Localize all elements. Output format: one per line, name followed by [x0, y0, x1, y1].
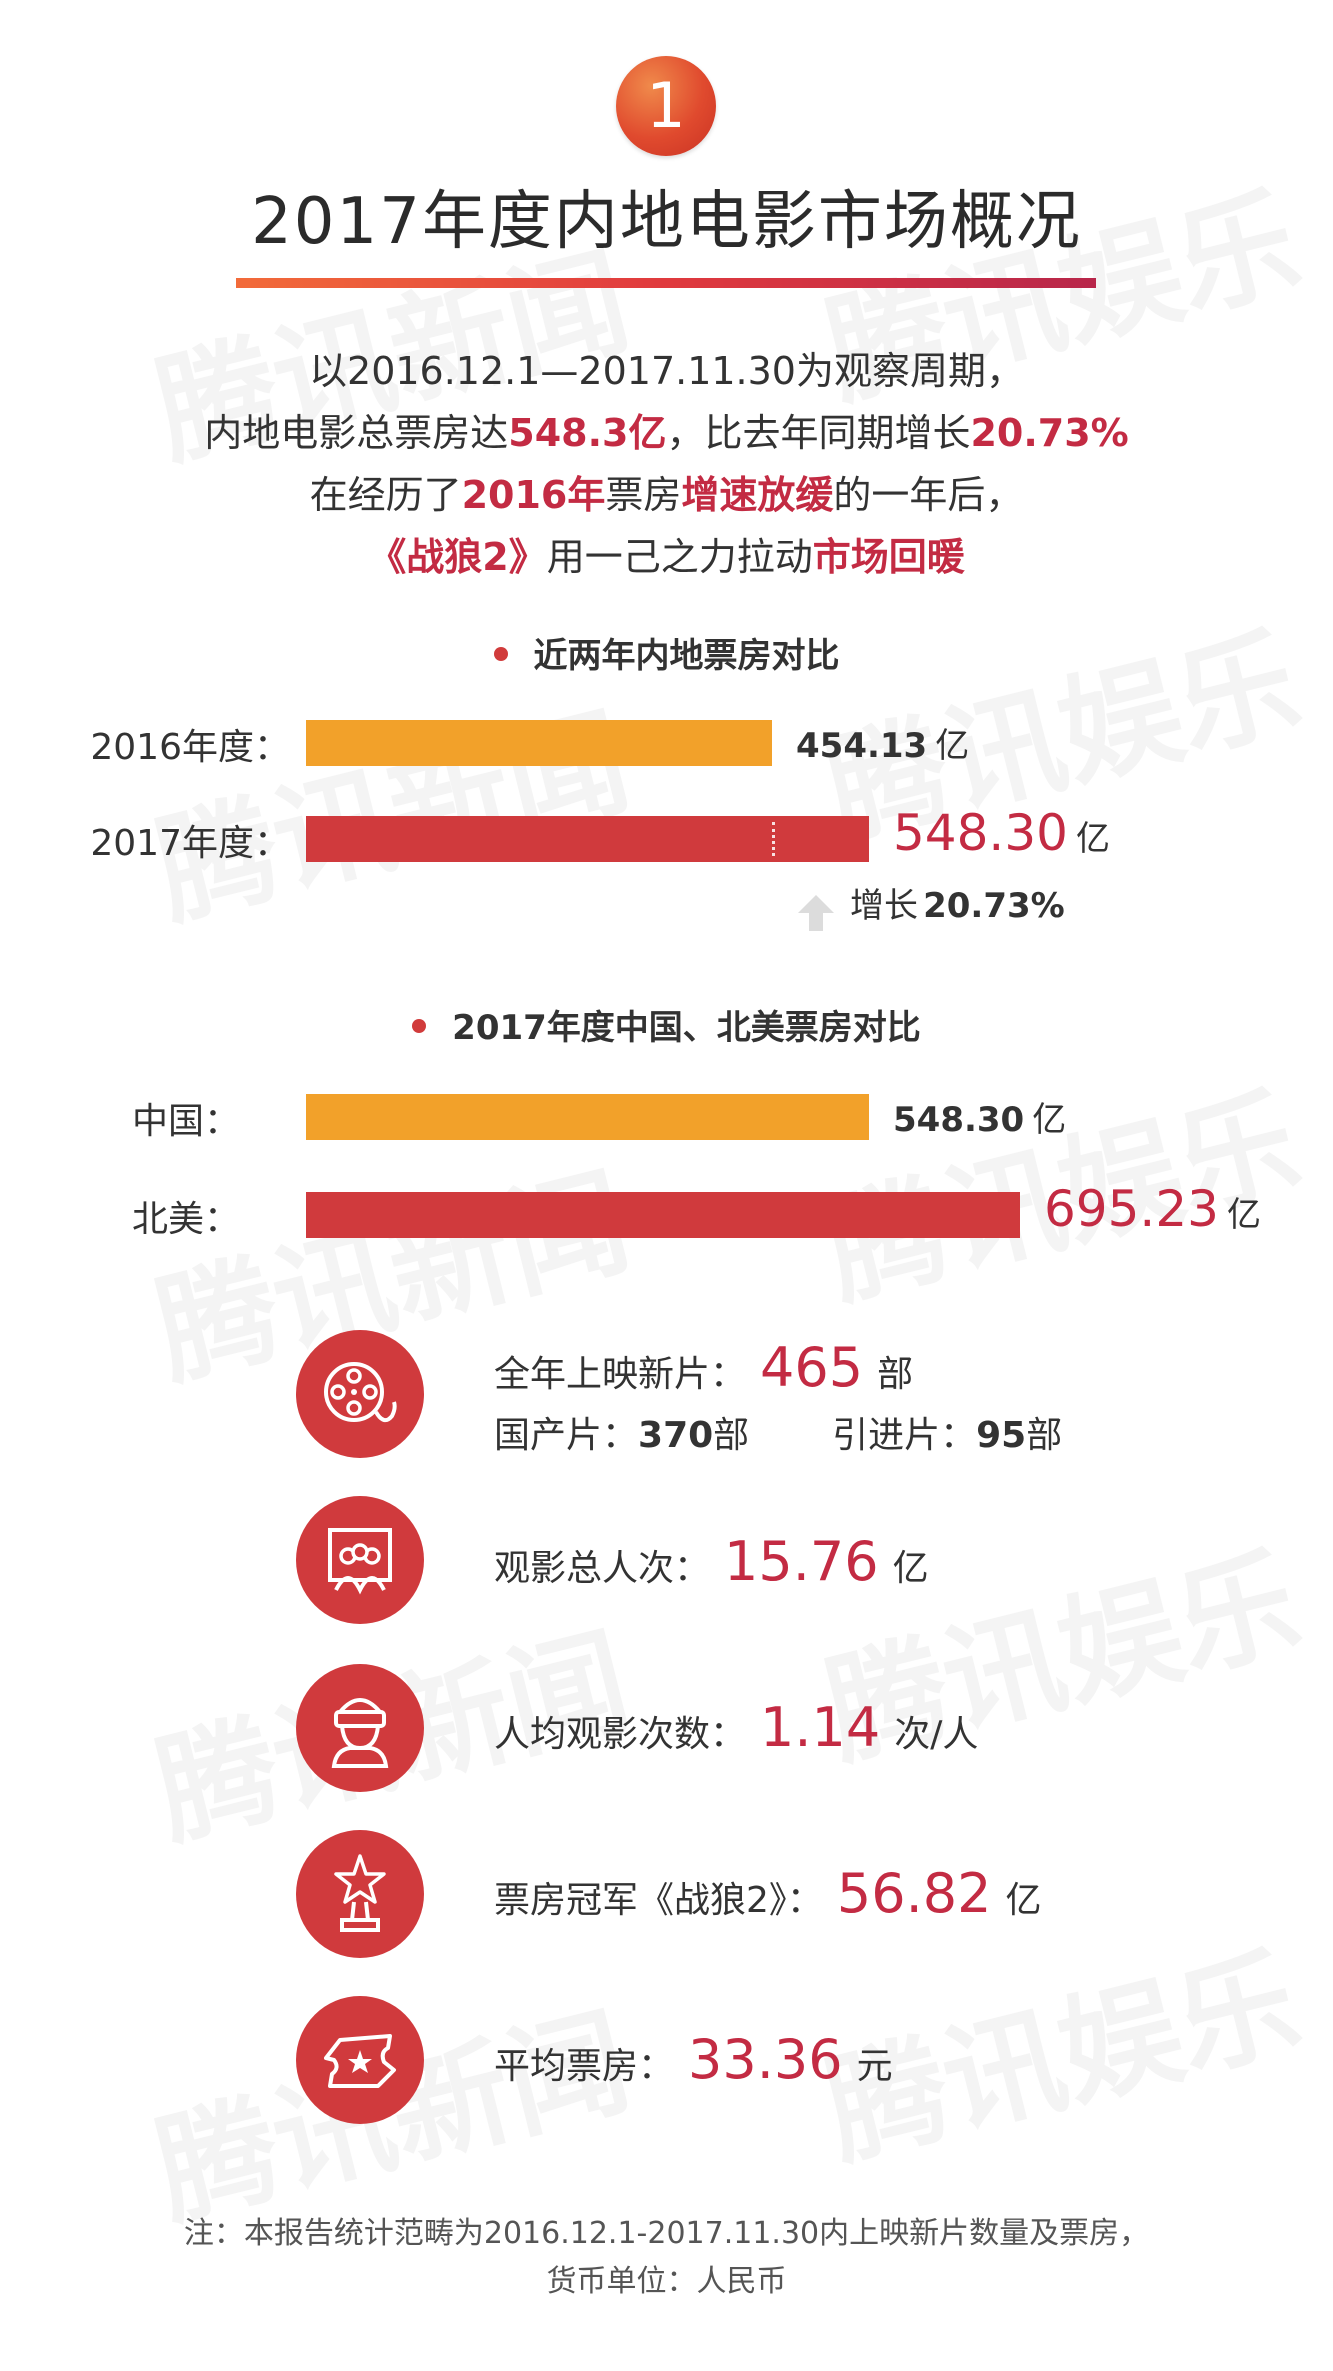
bar-label: 北美： [131, 1199, 240, 1240]
stat-box-office-champion: 票房冠军《战狼2》： 56.82 亿 [494, 1862, 1042, 1925]
stat-film-breakdown: 国产片：370部 引进片：95部 [494, 1415, 1063, 1456]
bar-2016 [306, 720, 772, 766]
viewer-3d-glasses-icon [296, 1664, 424, 1792]
trophy-star-icon [296, 1830, 424, 1958]
stat-average-ticket: 平均票房： 33.36 元 [494, 2028, 893, 2091]
growth-highlight: 20.73% [970, 411, 1129, 455]
stat-admissions: 观影总人次： 15.76 亿 [494, 1530, 929, 1593]
growth-annotation: 增长 20.73% [796, 878, 1065, 933]
bar-2017 [306, 816, 869, 862]
value-label-2017: 548.30 亿 [893, 804, 1110, 862]
bullet-dot-icon [412, 1018, 427, 1033]
title-underline [236, 278, 1096, 288]
audience-icon [296, 1496, 424, 1624]
stat-new-films: 全年上映新片： 465 部 [494, 1336, 914, 1399]
ticket-icon [296, 1996, 424, 2124]
bar-label: 2016年度： [90, 727, 290, 768]
intro-line-2: 内地电影总票房达548.3亿，比去年同期增长20.73% [204, 411, 1129, 455]
footnote: 注：本报告统计范畴为2016.12.1-2017.11.30内上映新片数量及票房… [183, 2216, 1150, 2299]
film-reel-icon [296, 1330, 424, 1458]
intro-line-4: 《战狼2》用一己之力拉动市场回暖 [368, 535, 965, 579]
bullet-dot-icon [493, 646, 508, 661]
chart-1-title: 近两年内地票房对比 [0, 628, 1333, 677]
chart-2-title: 2017年度中国、北美票房对比 [0, 1000, 1333, 1049]
bar-china [306, 1094, 869, 1140]
total-box-office-highlight: 548.3亿 [508, 411, 667, 455]
bar-label: 2017年度： [90, 823, 290, 864]
intro-line-3: 在经历了2016年票房增速放缓的一年后， [309, 473, 1024, 517]
bar-label: 中国： [131, 1101, 240, 1142]
value-label-china: 548.30 亿 [893, 1100, 1067, 1140]
page-title: 2017年度内地电影市场概况 [251, 185, 1082, 259]
stat-per-capita: 人均观影次数： 1.14 次/人 [494, 1696, 979, 1759]
up-arrow-icon [798, 894, 834, 931]
intro-line-1: 以2016.12.1—2017.11.30为观察周期， [309, 349, 1024, 393]
bar-north-america [306, 1192, 1020, 1238]
previous-value-marker [772, 822, 775, 856]
section-number-badge: 1 [616, 56, 716, 156]
watermark: 腾讯新闻 [136, 665, 644, 950]
value-label-north-america: 695.23 亿 [1044, 1180, 1261, 1238]
value-label-2016: 454.13 亿 [796, 726, 970, 766]
